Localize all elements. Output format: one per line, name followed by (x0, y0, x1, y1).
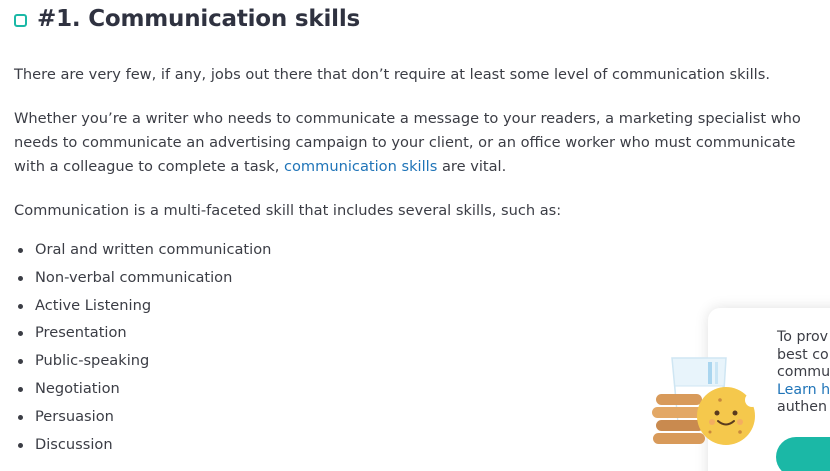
section-heading: #1. Communication skills (14, 6, 360, 32)
checkbox-icon[interactable] (14, 13, 27, 27)
examples-text-end: are vital. (437, 158, 507, 175)
list-item: Oral and written communication (14, 238, 271, 266)
skills-list: Oral and written communication Non-verba… (14, 238, 271, 460)
list-item: Discussion (14, 433, 271, 461)
cookie-learn-more-link[interactable]: Learn h (777, 381, 830, 398)
stacked-cookies-icon (652, 394, 705, 444)
examples-paragraph: Whether you’re a writer who needs to com… (14, 107, 822, 179)
cookie-accept-button[interactable] (776, 437, 830, 471)
intro-paragraph: There are very few, if any, jobs out the… (14, 66, 770, 83)
list-item: Presentation (14, 321, 271, 349)
cookie-milk-illustration-icon (652, 357, 759, 445)
cookie-text-line: commu (777, 364, 830, 381)
cookie-text-line: To prov (777, 329, 829, 345)
cookie-text-line: best co (777, 346, 829, 363)
examples-text: Whether you’re a writer who needs to com… (14, 110, 801, 175)
list-item: Active Listening (14, 294, 271, 322)
communication-skills-link[interactable]: communication skills (283, 158, 438, 175)
list-item: Negotiation (14, 377, 271, 405)
cookie-consent-text: To prov best co commu Learn h authen (777, 329, 830, 417)
list-item: Public-speaking (14, 349, 271, 377)
section-title: #1. Communication skills (37, 6, 361, 32)
list-item: Persuasion (14, 405, 271, 433)
smiling-cookie-icon (697, 387, 759, 445)
cookie-text-line: authen (777, 399, 827, 416)
list-item: Non-verbal communication (14, 266, 271, 294)
skills-intro-paragraph: Communication is a multi-faceted skill t… (14, 202, 562, 219)
